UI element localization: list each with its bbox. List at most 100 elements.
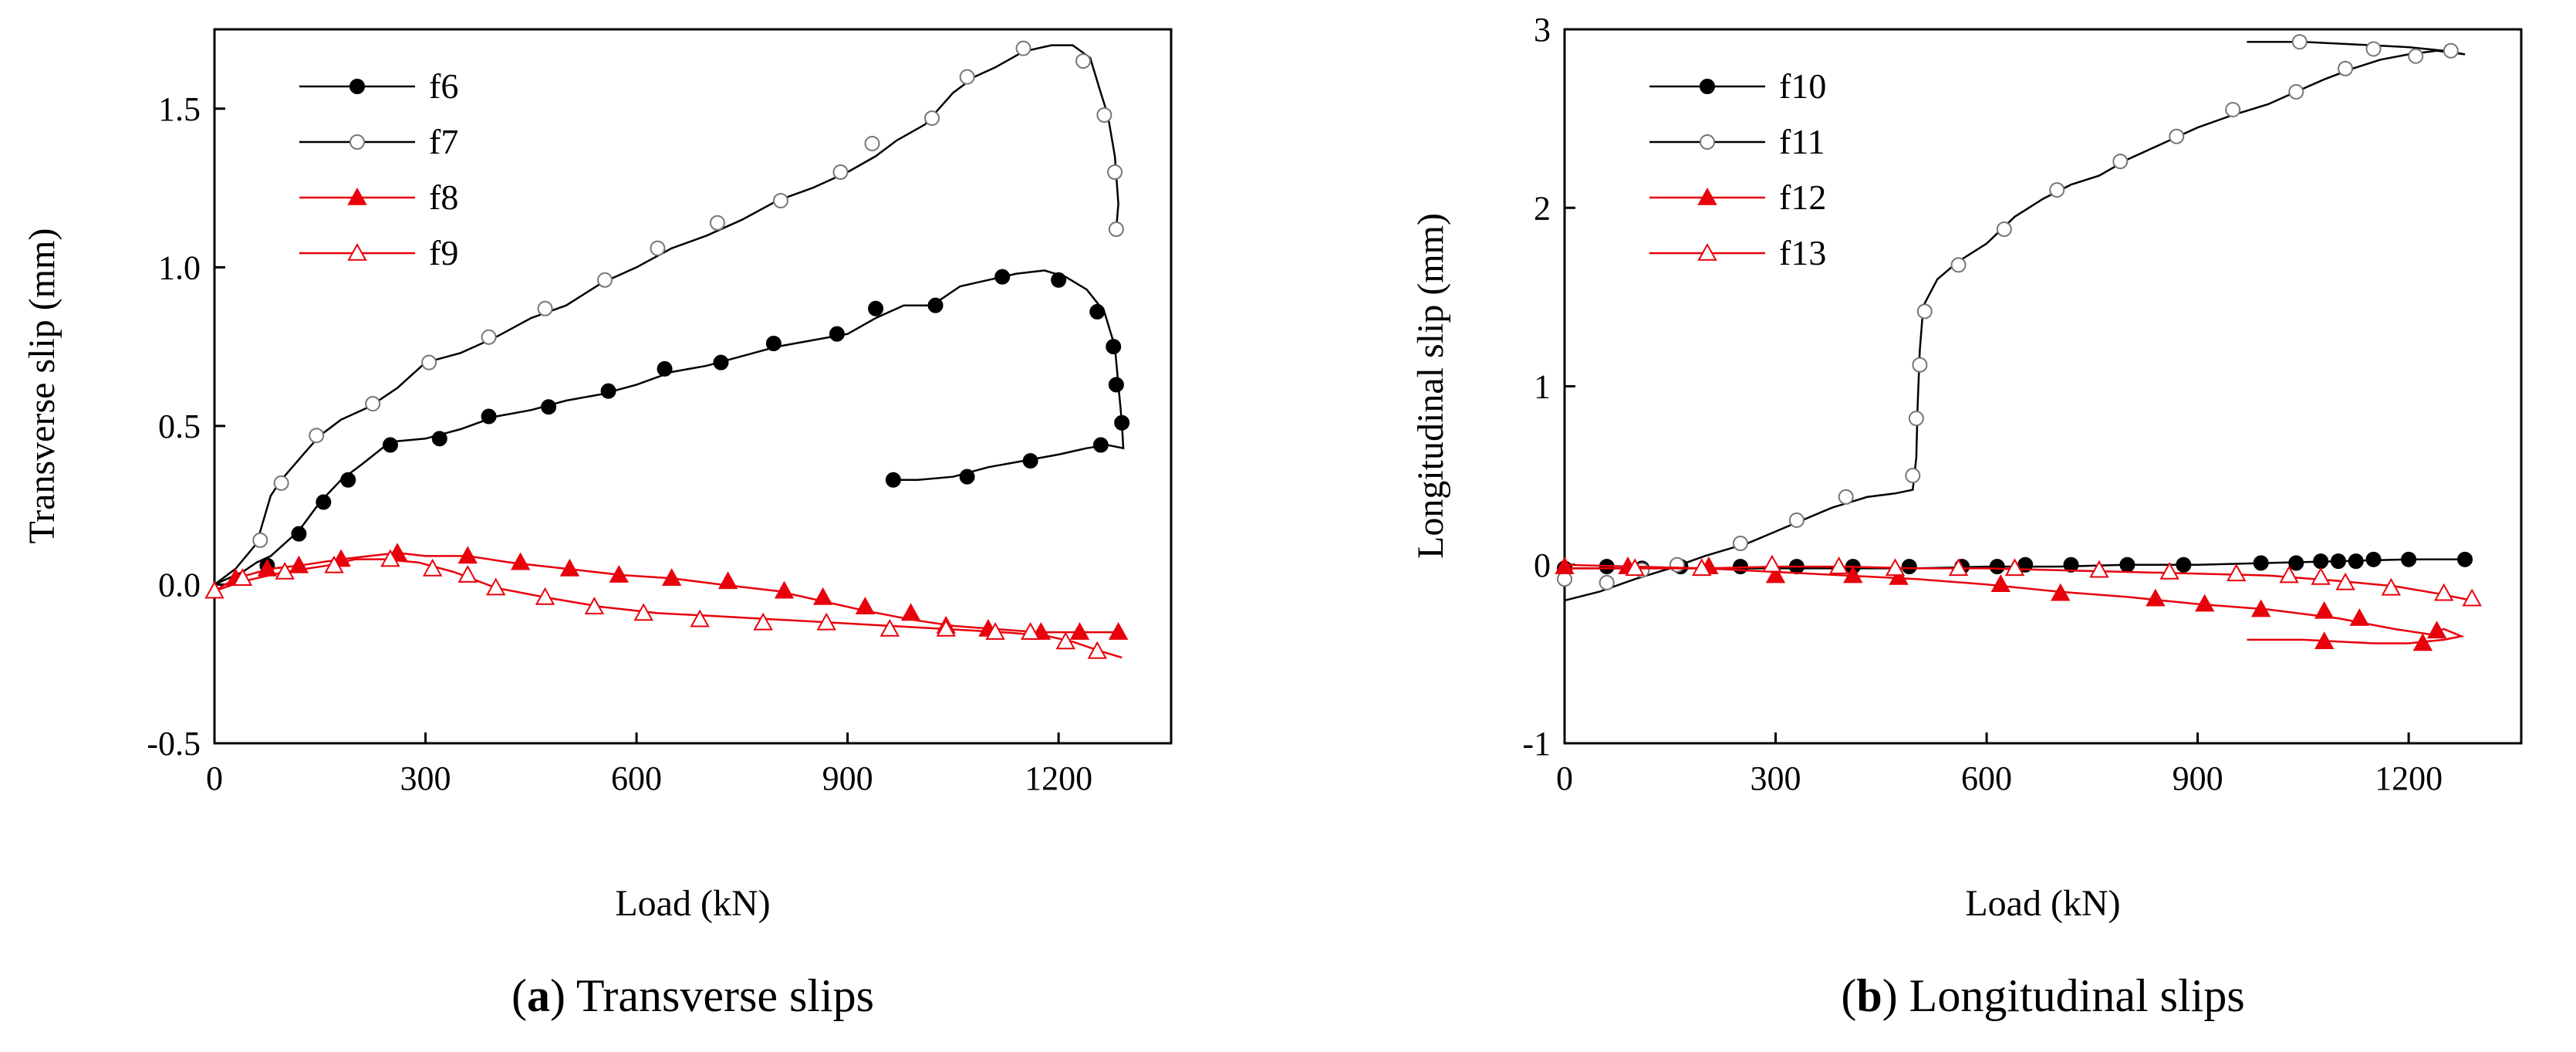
series-f10-point bbox=[2119, 556, 2135, 573]
series-f12-point bbox=[2314, 631, 2335, 649]
series-f8-point bbox=[510, 552, 531, 570]
legend-marker bbox=[349, 134, 365, 150]
series-f9-point bbox=[936, 618, 956, 637]
chart-a-ylabel: Transverse slip (mm) bbox=[22, 228, 62, 544]
chart-a-series bbox=[204, 40, 1130, 659]
series-f11-point bbox=[2338, 60, 2354, 76]
series-f7-point bbox=[1108, 222, 1124, 237]
legend-label: f9 bbox=[429, 233, 458, 272]
legend-label: f11 bbox=[1779, 122, 1825, 161]
series-f7-point bbox=[864, 136, 880, 151]
y-tick-label: -0.5 bbox=[147, 725, 201, 763]
series-f13-point bbox=[2227, 563, 2247, 582]
series-f6-point bbox=[868, 300, 884, 316]
series-f11-point bbox=[2443, 42, 2459, 59]
series-f10-point bbox=[1901, 559, 1917, 575]
series-f11-point bbox=[1557, 571, 1572, 587]
series-f6-point bbox=[885, 472, 901, 488]
series-f9-point bbox=[457, 565, 478, 583]
y-tick-label: 1.0 bbox=[158, 249, 201, 286]
legend-item-f12: f12 bbox=[1649, 178, 1826, 217]
series-f12-point bbox=[2349, 608, 2369, 626]
series-f12-point bbox=[2314, 600, 2335, 619]
series-f10-point bbox=[2330, 553, 2346, 570]
series-f11-point bbox=[1950, 257, 1967, 273]
series-f13-point bbox=[2381, 577, 2402, 596]
series-f13-point bbox=[1692, 558, 1712, 577]
x-tick-label: 900 bbox=[2173, 759, 2223, 797]
series-f13-point bbox=[1828, 556, 1849, 574]
series-f13-point bbox=[2004, 558, 2025, 577]
series-f11-point bbox=[1838, 489, 1854, 505]
series-f9-point bbox=[486, 577, 506, 596]
series-f11-point bbox=[1912, 357, 1928, 373]
series-f6-point bbox=[1092, 437, 1109, 453]
series-f7-point bbox=[1107, 164, 1123, 180]
chart-a-caption: (a) Transverse slips bbox=[511, 970, 874, 1021]
series-f12-point bbox=[1889, 567, 1909, 585]
series-f9-point bbox=[380, 549, 400, 567]
chart-a-legend: f6 f7 f8 f9 bbox=[299, 66, 458, 272]
series-f9-point bbox=[324, 555, 344, 573]
legend-label: f8 bbox=[429, 178, 458, 217]
series-f6-point bbox=[1106, 339, 1122, 355]
y-tick-label: 0 bbox=[1534, 546, 1551, 584]
series-f6 bbox=[214, 269, 1130, 586]
series-f12-point bbox=[1555, 556, 1575, 574]
chart-a-plot-frame bbox=[213, 28, 1173, 745]
x-tick-label: 0 bbox=[1556, 759, 1573, 797]
series-f10-point bbox=[2313, 553, 2329, 570]
series-f11-point bbox=[2291, 34, 2308, 50]
chart-b-caption-letter: b bbox=[1856, 970, 1882, 1021]
series-f11-point bbox=[1996, 222, 2012, 237]
y-tick-label: 0.5 bbox=[158, 408, 201, 445]
series-f6-point bbox=[431, 431, 447, 447]
series-f7-point bbox=[772, 193, 788, 208]
series-f6-point bbox=[657, 360, 673, 377]
series-f6-point bbox=[382, 437, 398, 453]
legend-item-f9: f9 bbox=[299, 233, 458, 272]
legend-label: f6 bbox=[429, 66, 458, 106]
series-f9-point bbox=[1055, 631, 1075, 650]
x-tick-label: 1200 bbox=[2375, 759, 2443, 797]
series-f7-point bbox=[709, 215, 725, 231]
x-tick-label: 600 bbox=[1961, 759, 2012, 797]
series-f9-point bbox=[879, 618, 900, 637]
series-f11-point bbox=[2408, 48, 2424, 64]
series-f6-point bbox=[291, 526, 307, 542]
series-f9-point bbox=[633, 603, 653, 621]
series-f8-point bbox=[1108, 622, 1129, 640]
series-f11 bbox=[1557, 34, 2466, 602]
legend-marker bbox=[349, 79, 365, 94]
series-f11-point bbox=[1669, 556, 1685, 573]
series-f7-point bbox=[959, 69, 975, 85]
series-f7-point bbox=[273, 475, 289, 491]
series-f8-point bbox=[661, 568, 682, 587]
series-f7-point bbox=[537, 300, 553, 316]
series-f12-point bbox=[2051, 583, 2071, 601]
series-f13-point bbox=[2089, 560, 2109, 578]
chart-b-ylabel: Longitudinal slip (mm) bbox=[1410, 213, 1451, 559]
chart-a-caption-text: Transverse slips bbox=[566, 970, 874, 1021]
legend-marker bbox=[1700, 134, 1715, 150]
series-f9-point bbox=[584, 597, 605, 615]
series-f8-point bbox=[457, 546, 478, 564]
series-f8 bbox=[214, 543, 1129, 640]
series-f6-point bbox=[1089, 303, 1106, 320]
series-f9-point bbox=[1087, 641, 1107, 659]
series-f11-point bbox=[1788, 512, 1805, 528]
x-tick-label: 600 bbox=[611, 759, 662, 797]
series-f6-point bbox=[959, 468, 975, 485]
legend-item-f7: f7 bbox=[299, 122, 458, 161]
series-f7-point bbox=[252, 532, 268, 548]
chart-a-caption-letter: a bbox=[527, 970, 550, 1021]
series-f11-point bbox=[1905, 468, 1921, 484]
series-f13-point bbox=[2335, 572, 2355, 590]
series-f7-line bbox=[214, 44, 1119, 586]
series-f8-point bbox=[855, 597, 876, 615]
series-f13 bbox=[1565, 554, 2482, 607]
legend-marker bbox=[347, 242, 367, 261]
series-f9-point bbox=[204, 580, 225, 599]
series-f8-point bbox=[812, 587, 833, 605]
